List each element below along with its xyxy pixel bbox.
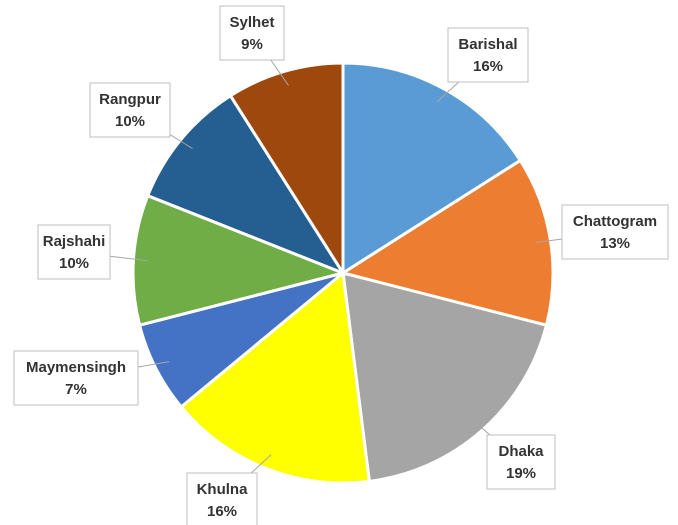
label-box <box>486 434 556 490</box>
slice-percent: 16% <box>473 58 503 75</box>
slice-name: Dhaka <box>498 443 544 460</box>
slice-name: Khulna <box>197 481 248 498</box>
slice-name: Sylhet <box>229 14 274 31</box>
label-box <box>186 472 258 525</box>
label-box <box>561 204 669 260</box>
pie-slice <box>341 61 523 276</box>
slice-percent: 7% <box>65 381 87 398</box>
slice-percent: 19% <box>506 465 536 482</box>
label-box <box>37 224 111 280</box>
pie-slice <box>228 61 345 279</box>
slice-percent: 10% <box>115 113 145 130</box>
slice-name: Rajshahi <box>43 233 106 250</box>
slice-name: Chattogram <box>573 213 657 230</box>
slice-name: Barishal <box>458 36 517 53</box>
slice-percent: 10% <box>59 255 89 272</box>
label-box <box>89 82 171 138</box>
slice-name: Rangpur <box>99 91 161 108</box>
label-box <box>447 27 529 83</box>
pie-slice <box>145 93 347 277</box>
slice-percent: 9% <box>241 36 263 53</box>
pie-slice <box>131 193 348 328</box>
slice-percent: 16% <box>207 503 237 520</box>
label-box <box>219 5 285 61</box>
slice-name: Maymensingh <box>26 359 126 376</box>
slice-percent: 13% <box>600 235 630 252</box>
label-box <box>13 350 139 406</box>
pie-slice <box>179 270 371 485</box>
pie-slice <box>341 270 549 484</box>
